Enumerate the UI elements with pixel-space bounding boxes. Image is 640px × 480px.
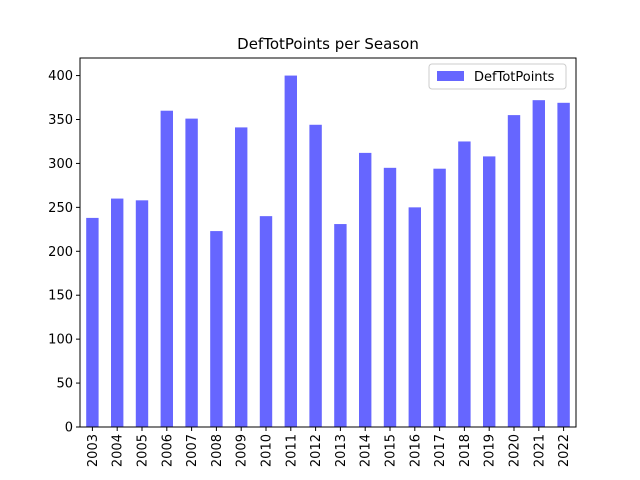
x-tick-label: 2010 (260, 434, 275, 467)
bar (433, 168, 446, 427)
bar (408, 207, 421, 427)
bar (309, 124, 322, 428)
x-tick-label: 2013 (334, 434, 349, 467)
bar (359, 152, 372, 427)
bar (334, 224, 347, 427)
bar (532, 100, 545, 428)
x-tick-label: 2017 (433, 434, 448, 467)
bar (235, 127, 248, 428)
y-tick-label: 50 (56, 377, 73, 392)
y-tick-label: 200 (48, 245, 73, 260)
bar (259, 216, 273, 427)
bar (135, 200, 149, 427)
x-tick-label: 2020 (508, 434, 523, 467)
x-tick-label: 2015 (384, 434, 399, 467)
x-tick-label: 2011 (284, 434, 299, 467)
legend-label: DefTotPoints (474, 70, 555, 85)
bar (507, 115, 521, 427)
x-tick-label: 2007 (185, 434, 200, 467)
bar (284, 75, 297, 428)
bar (458, 141, 471, 427)
x-tick-label: 2018 (458, 434, 473, 467)
y-tick-label: 150 (48, 289, 73, 304)
legend-swatch (437, 71, 464, 81)
bar (86, 217, 99, 427)
x-tick-label: 2008 (210, 434, 225, 467)
bar (557, 102, 570, 428)
bar (210, 231, 223, 427)
bar (111, 198, 124, 427)
chart-title: DefTotPoints per Season (237, 35, 419, 53)
x-tick-label: 2012 (309, 434, 324, 467)
y-tick-label: 0 (65, 421, 73, 436)
y-tick-label: 100 (48, 333, 73, 348)
x-tick-label: 2014 (359, 434, 374, 467)
x-tick-label: 2009 (235, 434, 250, 467)
x-tick-label: 2021 (532, 434, 547, 467)
plot-frame (79, 57, 577, 428)
bar (483, 156, 496, 427)
x-tick-label: 2016 (408, 434, 423, 467)
x-tick-label: 2004 (111, 434, 126, 467)
x-tick-label: 2003 (86, 434, 101, 467)
y-tick-label: 400 (48, 69, 73, 84)
x-tick-label: 2022 (557, 434, 572, 467)
y-tick-label: 300 (48, 157, 73, 172)
x-tick-label: 2019 (483, 434, 498, 467)
legend-box (428, 63, 567, 90)
y-tick-label: 350 (48, 113, 73, 128)
bar (383, 167, 397, 428)
x-tick-label: 2006 (160, 434, 175, 467)
bar (185, 118, 198, 427)
y-tick-label: 250 (48, 201, 73, 216)
x-tick-label: 2005 (136, 434, 151, 467)
bar (160, 110, 173, 427)
